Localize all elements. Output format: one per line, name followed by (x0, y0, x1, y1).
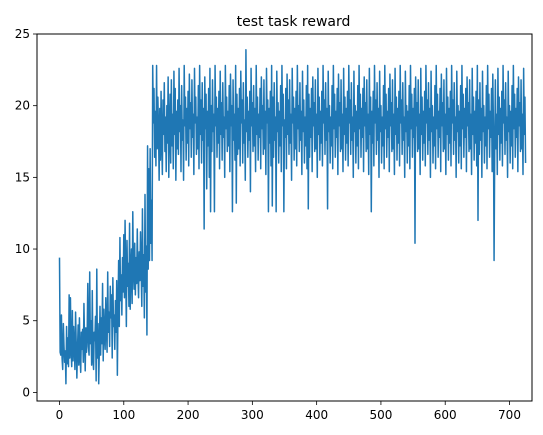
series-line-0 (58, 49, 527, 385)
x-axis: 0 100 200 300 400 500 600 700 (56, 401, 521, 422)
plot-area (58, 49, 527, 385)
chart-title: test task reward (237, 14, 351, 30)
y-axis: 0 5 10 15 20 25 (15, 27, 37, 399)
x-tick-label: 600 (434, 408, 457, 422)
y-tick-label: 5 (22, 314, 30, 328)
y-tick-label: 0 (22, 385, 30, 399)
x-tick-label: 500 (369, 408, 392, 422)
x-tick-label: 400 (305, 408, 328, 422)
y-tick-label: 10 (15, 242, 30, 256)
y-tick-label: 20 (15, 99, 30, 113)
x-tick-label: 300 (241, 408, 264, 422)
plot-frame (36, 33, 533, 402)
x-tick-label: 0 (56, 408, 64, 422)
x-tick-label: 700 (498, 408, 521, 422)
x-tick-label: 200 (177, 408, 200, 422)
x-tick-label: 100 (112, 408, 135, 422)
y-tick-label: 25 (15, 27, 30, 41)
y-tick-label: 15 (15, 170, 30, 184)
